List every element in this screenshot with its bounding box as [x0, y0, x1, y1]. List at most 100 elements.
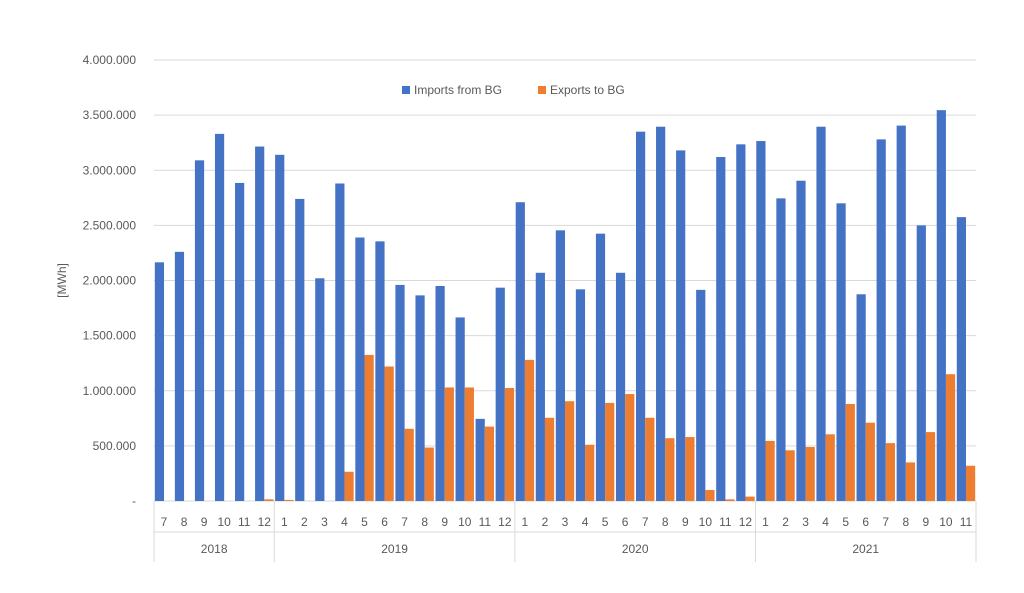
bar-imports	[575, 289, 586, 501]
bar-exports	[745, 496, 755, 501]
x-tick-label: 3	[321, 515, 328, 529]
bar-imports	[636, 131, 646, 501]
x-tick-label: 12	[498, 515, 512, 529]
x-group-label: 2019	[381, 542, 408, 556]
bar-exports	[945, 374, 956, 501]
y-tick-label: 1.000.000	[83, 384, 137, 398]
x-tick-label: 3	[802, 515, 809, 529]
x-tick-label: 12	[258, 515, 272, 529]
bar-imports	[415, 295, 425, 501]
x-axis-year-groups: 2018 2019 2020 2021	[153, 501, 977, 562]
x-tick-label: 9	[201, 515, 208, 529]
bar-imports	[756, 141, 766, 501]
bar-imports	[656, 126, 666, 501]
bar-exports	[484, 426, 494, 501]
x-tick-label: 9	[441, 515, 448, 529]
bar-imports	[856, 294, 866, 501]
bar-imports	[515, 202, 525, 501]
x-tick-label: 11	[479, 515, 492, 529]
x-tick-label: 6	[381, 515, 388, 529]
x-tick-label: 7	[401, 515, 408, 529]
legend-label-imports: Imports from BG	[414, 83, 502, 97]
bar-imports	[615, 272, 626, 501]
bar-imports	[696, 289, 706, 501]
bar-imports	[435, 286, 445, 501]
bar-imports	[816, 126, 826, 501]
x-group-label: 2020	[622, 542, 649, 556]
y-tick-label: -	[132, 494, 136, 508]
bar-imports	[235, 182, 245, 501]
bar-exports	[705, 489, 715, 501]
bar-imports	[275, 154, 285, 501]
bar-exports	[565, 401, 575, 501]
bar-exports	[504, 387, 515, 501]
bar-exports	[905, 462, 916, 501]
legend-swatch-exports	[538, 86, 546, 94]
x-axis-ticks: 7 8 9 10 11 12 1 2 3 4 5 6 7 8 9 10 11 12 1 2 3 4 5 6 7 8 9 10 11 12 1…	[161, 515, 973, 529]
bar-exports	[444, 387, 454, 501]
bar-imports	[956, 217, 966, 502]
bar-exports	[424, 447, 434, 501]
x-tick-label: 4	[341, 515, 348, 529]
bar-imports	[395, 284, 405, 501]
bar-imports	[335, 183, 345, 502]
x-tick-label: 6	[622, 515, 629, 529]
x-tick-label: 2	[782, 515, 789, 529]
legend: Imports from BG Exports to BG	[402, 83, 625, 97]
bar-exports	[805, 446, 815, 501]
bar-imports	[375, 241, 385, 502]
bar-exports	[544, 417, 555, 501]
x-tick-label: 5	[361, 515, 368, 529]
bar-exports	[785, 450, 795, 501]
x-tick-label: 4	[822, 515, 829, 529]
bar-imports	[796, 180, 806, 501]
x-tick-label: 8	[902, 515, 909, 529]
x-tick-label: 7	[642, 515, 649, 529]
y-tick-label: 500.000	[93, 439, 137, 453]
x-tick-label: 2	[542, 515, 549, 529]
bar-imports	[936, 110, 946, 501]
bar-exports	[524, 359, 535, 501]
bar-imports	[595, 233, 606, 501]
y-tick-label: 2.000.000	[83, 274, 137, 288]
x-tick-label: 1	[281, 515, 288, 529]
bar-exports	[885, 443, 895, 501]
bar-exports	[765, 440, 775, 501]
x-tick-label: 8	[421, 515, 428, 529]
bar-imports	[876, 139, 886, 501]
bar-exports	[364, 354, 374, 501]
bar-imports	[535, 272, 545, 501]
y-tick-label: 3.000.000	[83, 163, 137, 177]
bar-imports	[194, 160, 205, 501]
x-tick-label: 11	[960, 515, 973, 529]
x-tick-label: 8	[181, 515, 188, 529]
bar-exports	[464, 387, 474, 501]
x-tick-label: 3	[562, 515, 569, 529]
bar-exports	[585, 444, 595, 501]
bar-imports	[315, 278, 325, 501]
x-tick-label: 1	[522, 515, 529, 529]
bar-imports	[916, 225, 926, 502]
legend-label-exports: Exports to BG	[550, 83, 625, 97]
x-tick-label: 8	[662, 515, 669, 529]
bar-exports	[725, 499, 735, 501]
bar-imports	[716, 157, 726, 501]
y-tick-label: 2.500.000	[83, 218, 137, 232]
x-tick-label: 2	[301, 515, 308, 529]
bar-imports	[154, 262, 165, 501]
x-tick-label: 10	[217, 515, 231, 529]
bar-imports	[174, 251, 185, 501]
bar-exports	[404, 428, 414, 501]
x-tick-label: 12	[739, 515, 753, 529]
y-tick-label: 1.500.000	[83, 329, 137, 343]
y-tick-label: 4.000.000	[83, 53, 137, 67]
x-tick-label: 5	[602, 515, 609, 529]
x-tick-label: 10	[699, 515, 713, 529]
bar-exports	[645, 417, 655, 501]
bar-imports	[736, 144, 746, 501]
bar-imports	[255, 146, 265, 502]
x-tick-label: 1	[762, 515, 769, 529]
legend-swatch-imports	[402, 86, 410, 94]
